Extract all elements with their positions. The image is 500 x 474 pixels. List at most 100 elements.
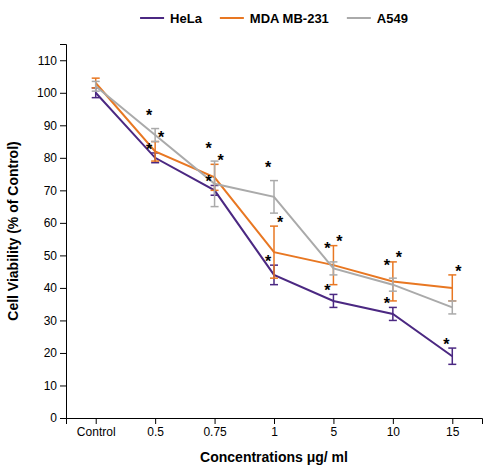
- y-tick-label: 80: [44, 151, 58, 165]
- legend-item: HeLa: [140, 11, 203, 26]
- error-bar-cap: [270, 277, 278, 279]
- legend: HeLa MDA MB-231 A549: [140, 11, 408, 26]
- y-tick-label: 100: [37, 86, 57, 100]
- annotation: *: [443, 336, 450, 353]
- error-bar-cap: [151, 162, 159, 164]
- x-tick: 1: [271, 418, 278, 439]
- legend-label: A549: [377, 11, 408, 26]
- x-tick-mark: [333, 418, 334, 424]
- legend-swatch: [220, 17, 244, 19]
- y-tick-label: 30: [44, 314, 58, 328]
- y-tick-label: 40: [44, 281, 58, 295]
- x-axis: Control0.50.75151015: [67, 418, 483, 439]
- x-tick-label: 1: [271, 425, 278, 439]
- x-tick: 15: [446, 418, 460, 439]
- annotation: *: [384, 295, 391, 312]
- y-axis: 0 10 20 30 40 50 60 70 80 90 100 110: [37, 45, 67, 426]
- x-tick-label: 0.75: [203, 425, 227, 439]
- error-bar-cap: [389, 320, 397, 322]
- y-tick-label: 0: [50, 411, 57, 425]
- series: [92, 81, 457, 314]
- y-tick-mark: [60, 60, 66, 61]
- error-bar-cap: [389, 290, 397, 292]
- error-bar-stem: [392, 262, 394, 301]
- x-tick-label: 5: [331, 425, 338, 439]
- annotation: *: [265, 253, 272, 270]
- chart: Control0.50.7515101501020304050607080901…: [0, 0, 500, 474]
- annotation: *: [396, 249, 403, 266]
- error-bar-cap: [270, 180, 278, 182]
- y-tick-mark: [60, 93, 66, 94]
- legend-swatch: [140, 17, 164, 19]
- y-tick-mark: [60, 418, 66, 419]
- error-bar-cap: [329, 307, 337, 309]
- error-bar-cap: [448, 300, 456, 302]
- y-tick-mark: [60, 385, 66, 386]
- annotation: *: [146, 141, 153, 158]
- error-bar-cap: [448, 300, 456, 302]
- y-tick-label: 10: [44, 379, 58, 393]
- marks: [92, 78, 457, 364]
- series: [92, 88, 457, 364]
- legend-item: A549: [347, 11, 408, 26]
- x-axis-title: Concentrations μg/ ml: [200, 449, 348, 465]
- annotation: *: [384, 257, 391, 274]
- x-tick-label: Control: [77, 425, 116, 439]
- y-axis-line: [60, 45, 67, 419]
- y-tick-label: 90: [44, 119, 58, 133]
- annotation: *: [455, 263, 462, 280]
- annotation: *: [158, 129, 165, 146]
- y-tick-mark: [60, 223, 66, 224]
- x-tick-mark: [96, 418, 97, 424]
- y-tick: 30: [44, 314, 66, 328]
- x-tick-label: 10: [387, 425, 401, 439]
- series-line: [96, 83, 453, 288]
- error-bar-cap: [389, 300, 397, 302]
- legend-label: HeLa: [170, 11, 203, 26]
- y-tick: 60: [44, 216, 66, 230]
- error-bar-cap: [389, 307, 397, 309]
- y-tick: 0: [50, 411, 66, 425]
- y-tick: 110: [38, 54, 66, 68]
- y-tick: 50: [44, 249, 66, 263]
- error-bar-cap: [329, 284, 337, 286]
- y-tick-mark: [60, 320, 66, 321]
- y-tick-label: 70: [44, 184, 58, 198]
- y-axis-title: Cell Viability (% of Control): [5, 141, 21, 320]
- x-tick: Control: [77, 418, 116, 439]
- error-bar-cap: [92, 81, 100, 83]
- series: [92, 78, 457, 301]
- x-tick: 0.75: [203, 418, 227, 439]
- x-tick: 5: [331, 418, 338, 439]
- error-bar-cap: [329, 274, 337, 276]
- error-bar-cap: [389, 277, 397, 279]
- annotation: *: [277, 214, 284, 231]
- error-bar-cap: [211, 206, 219, 208]
- y-tick-mark: [60, 353, 66, 354]
- y-tick: 20: [44, 346, 66, 360]
- x-axis-line: [67, 419, 483, 425]
- annotation: *: [265, 159, 272, 176]
- legend-label: MDA MB-231: [250, 11, 329, 26]
- y-tick-mark: [60, 158, 66, 159]
- error-bar-cap: [329, 261, 337, 263]
- series-line: [96, 86, 453, 307]
- error-bar-cap: [448, 313, 456, 315]
- error-bar-stem: [333, 246, 335, 285]
- y-tick-mark: [60, 125, 66, 126]
- legend-swatch: [347, 17, 371, 19]
- x-tick: 10: [387, 418, 401, 439]
- x-tick-label: 0.5: [147, 425, 164, 439]
- x-tick-mark: [155, 418, 156, 424]
- series-line: [96, 93, 453, 356]
- x-tick-mark: [452, 418, 453, 424]
- y-tick: 90: [44, 119, 66, 133]
- x-tick-mark: [274, 418, 275, 424]
- annotations: *****************: [146, 107, 462, 353]
- y-tick: 70: [44, 184, 66, 198]
- x-tick-mark: [393, 418, 394, 424]
- annotation: *: [205, 173, 212, 190]
- y-tick-label: 110: [38, 54, 57, 68]
- plot-area: Control0.50.7515101501020304050607080901…: [37, 45, 483, 439]
- error-bar-cap: [151, 160, 159, 162]
